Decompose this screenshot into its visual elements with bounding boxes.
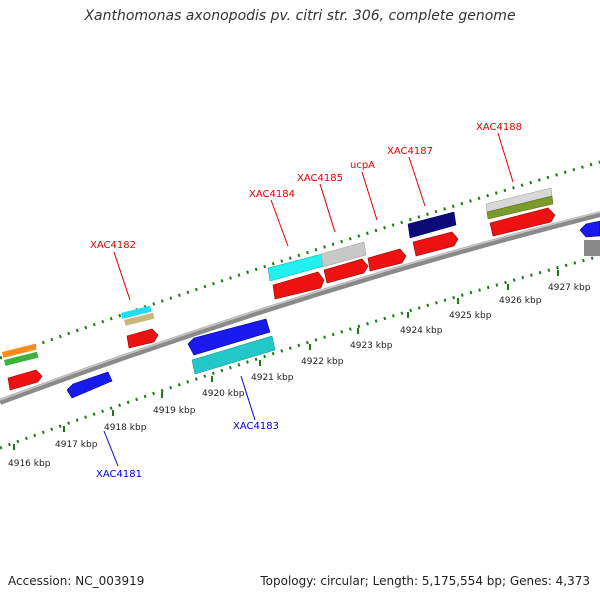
gene-labels: XAC4182 XAC4184 XAC4185 ucpA XAC4187 XAC… xyxy=(90,122,522,480)
scale-label: 4922 kbp xyxy=(301,357,344,367)
gene-label-forward: ucpA xyxy=(350,160,375,171)
gene-box-gray xyxy=(584,240,600,256)
gene-box-orange xyxy=(2,343,37,358)
gene-box-teal xyxy=(191,335,276,375)
label-connectors xyxy=(103,132,514,467)
map-title: Xanthomonas axonopodis pv. citri str. 30… xyxy=(84,8,516,24)
gene-box-green xyxy=(4,351,39,366)
gene-label-reverse: XAC4181 xyxy=(96,469,142,480)
scale-label: 4919 kbp xyxy=(153,406,196,416)
gene-box-gray xyxy=(320,241,367,268)
gene-arrow-blue xyxy=(66,371,113,399)
gene-box-navy xyxy=(407,211,457,239)
gene-box-khaki xyxy=(124,312,155,326)
gene-arrow-red xyxy=(323,258,369,284)
scale-label: 4920 kbp xyxy=(202,389,245,399)
genome-backbone xyxy=(0,211,600,405)
scale-label: 4926 kbp xyxy=(499,296,542,306)
gene-arrow-blue xyxy=(579,220,600,238)
gene-box-cyan xyxy=(121,305,152,319)
scale-label: 4927 kbp xyxy=(548,283,591,293)
gene-arrow-red xyxy=(126,328,159,349)
forward-genes xyxy=(2,187,556,391)
scale-label: 4923 kbp xyxy=(350,341,393,351)
gene-label-forward: XAC4182 xyxy=(90,240,136,251)
gene-arrow-red xyxy=(7,369,43,391)
scale-label: 4921 kbp xyxy=(251,373,294,383)
gene-label-forward: XAC4188 xyxy=(476,122,522,133)
gene-arrow-blue xyxy=(187,318,271,356)
topology-text: Topology: circular; Length: 5,175,554 bp… xyxy=(260,574,590,588)
gene-arrow-red xyxy=(272,271,325,300)
scale-label: 4918 kbp xyxy=(104,423,147,433)
scale-label: 4924 kbp xyxy=(400,326,443,336)
gene-label-forward: XAC4184 xyxy=(249,189,295,200)
scale-label: 4916 kbp xyxy=(8,459,51,469)
gene-box-olive xyxy=(486,195,554,220)
gene-arrow-red xyxy=(367,248,407,272)
scale-label: 4925 kbp xyxy=(449,311,492,321)
reverse-genes xyxy=(66,220,600,399)
gene-arrow-red xyxy=(489,207,556,237)
gene-label-forward: XAC4187 xyxy=(387,146,433,157)
gene-arrow-red xyxy=(412,231,459,257)
gene-label-forward: XAC4185 xyxy=(297,173,343,184)
accession-text: Accession: NC_003919 xyxy=(8,574,145,588)
scale-label: 4917 kbp xyxy=(55,440,98,450)
gene-label-reverse: XAC4183 xyxy=(233,421,279,432)
scale-major-ticks xyxy=(13,270,559,450)
scale-labels: 4916 kbp 4917 kbp 4918 kbp 4919 kbp 4920… xyxy=(8,283,591,469)
